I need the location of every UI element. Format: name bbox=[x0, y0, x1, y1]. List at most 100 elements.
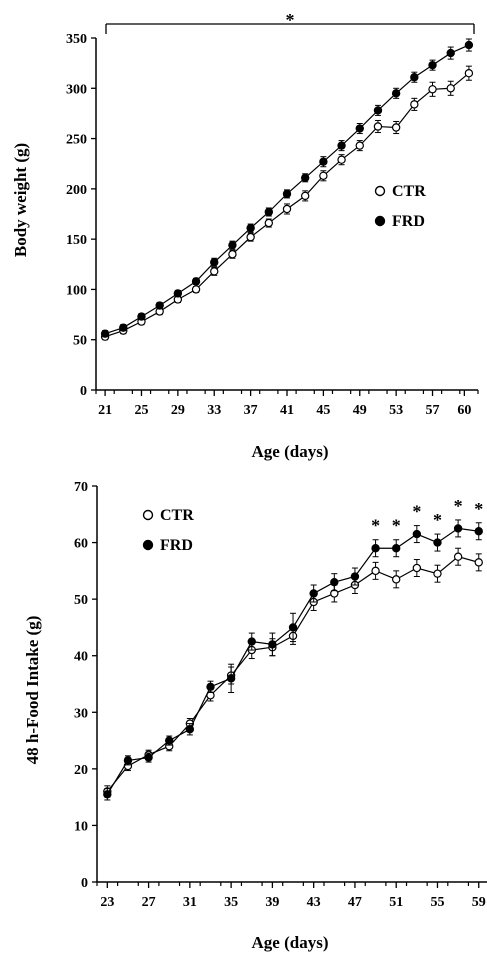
chart1-series-ctr-point bbox=[282, 204, 292, 214]
chart1-series-frd-point bbox=[119, 323, 128, 332]
chart1-y-tick-label: 100 bbox=[66, 283, 87, 298]
chart2-y-tick-label: 30 bbox=[74, 706, 88, 721]
chart2-series-frd-point bbox=[453, 524, 463, 533]
chart2-y-tick-label: 50 bbox=[74, 593, 88, 608]
chart2-x-tick-label: 31 bbox=[183, 895, 197, 910]
chart2-series-ctr-point bbox=[392, 575, 401, 584]
chart1-series-frd-point bbox=[355, 124, 364, 133]
chart1-legend-marker-frd bbox=[374, 215, 386, 227]
chart1-legend-label-frd: FRD bbox=[392, 213, 425, 230]
chart2-series-frd-point bbox=[206, 682, 215, 692]
chart2-series-frd-point bbox=[474, 527, 483, 536]
chart2-series-frd-point bbox=[144, 753, 153, 762]
chart1-y-tick-label: 150 bbox=[66, 233, 87, 248]
chart2-legend-label-frd: FRD bbox=[160, 537, 193, 554]
chart2-x-tick-label: 23 bbox=[100, 895, 114, 910]
chart1-series-ctr-point bbox=[464, 68, 474, 78]
chart2-series-frd-point bbox=[371, 544, 380, 553]
chart2-legend-marker-frd bbox=[142, 539, 154, 551]
chart1-series-frd-point bbox=[191, 277, 201, 286]
chart1-series-ctr-point bbox=[355, 141, 364, 150]
chart2-y-tick-label: 60 bbox=[74, 537, 88, 552]
chart2-series-frd-point bbox=[309, 589, 318, 598]
chart2-x-tick-label: 55 bbox=[430, 895, 444, 910]
chart1-series-frd-point bbox=[300, 173, 310, 182]
chart2-series-frd-point bbox=[247, 637, 256, 646]
chart2-significance-star: * bbox=[371, 516, 380, 536]
chart1-series-frd-point bbox=[155, 301, 164, 310]
chart2-x-tick-label: 39 bbox=[265, 895, 279, 910]
chart1-series-frd-point bbox=[173, 289, 183, 298]
food-intake-chart: 0 10 20 30 40 50 60 70 23 27 31 35 39 43 47 51 55 59 CTR FR… bbox=[23, 480, 487, 952]
chart2-series-ctr-point bbox=[474, 558, 483, 567]
chart1-series-ctr-point bbox=[337, 155, 346, 164]
chart1-x-axis-label: Age (days) bbox=[252, 442, 329, 461]
chart2-significance-star: * bbox=[474, 499, 483, 519]
chart1-series-frd-point bbox=[319, 157, 328, 166]
chart2-y-tick-label: 0 bbox=[81, 876, 88, 891]
chart1-y-tick-label: 200 bbox=[66, 183, 87, 198]
chart2-significance-star: * bbox=[454, 496, 463, 516]
chart1-series-ctr-point bbox=[300, 191, 310, 201]
chart1-x-tick-label: 33 bbox=[207, 403, 221, 418]
chart1-x-tick-label: 49 bbox=[353, 403, 367, 418]
chart2-series-frd-point bbox=[412, 529, 422, 539]
chart1-x-tick-label: 25 bbox=[134, 403, 148, 418]
chart2-x-tick-label: 51 bbox=[389, 895, 403, 910]
chart1-series-ctr-point bbox=[246, 232, 255, 242]
chart1-series-frd-point bbox=[210, 258, 219, 267]
chart1-series-frd-point bbox=[428, 60, 437, 70]
chart1-y-tick-label: 250 bbox=[66, 133, 87, 148]
chart1-series-ctr-point bbox=[373, 122, 383, 131]
chart1-series-ctr-point bbox=[428, 85, 437, 94]
chart1-series-frd-point bbox=[337, 141, 346, 150]
chart2-series-frd-point bbox=[103, 790, 112, 799]
chart1-y-axis-label: Body weight (g) bbox=[11, 143, 30, 257]
chart1-x-tick-label: 21 bbox=[98, 403, 112, 418]
chart1-x-tick-label: 41 bbox=[280, 403, 294, 418]
chart1-y-tick-label: 350 bbox=[66, 32, 87, 47]
chart2-x-tick-label: 47 bbox=[348, 895, 362, 910]
chart2-y-tick-label: 10 bbox=[74, 819, 88, 834]
chart2-series-frd-point bbox=[392, 544, 401, 553]
chart1-series-frd-point bbox=[137, 312, 146, 321]
chart1-series-ctr-point bbox=[410, 100, 419, 109]
chart2-x-axis-label: Age (days) bbox=[252, 933, 329, 952]
chart1-y-tick-label: 300 bbox=[66, 82, 87, 97]
chart2-series-frd-point bbox=[330, 577, 339, 587]
body-weight-chart: 0 50 100 150 200 250 300 350 21 25 29 33 37 41 45 49 53 5… bbox=[11, 10, 479, 461]
chart1-y-tick-label: 50 bbox=[73, 334, 87, 349]
chart2-x-tick-label: 59 bbox=[472, 895, 486, 910]
chart2-series-frd-point bbox=[268, 640, 277, 649]
chart2-series-frd-point bbox=[433, 538, 442, 547]
chart1-series-frd-point bbox=[264, 207, 274, 217]
chart2-legend-marker-ctr bbox=[142, 509, 154, 521]
chart1-legend-label-ctr: CTR bbox=[392, 183, 426, 200]
chart2-x-tick-label: 35 bbox=[224, 895, 238, 910]
chart2-series-frd-point bbox=[350, 572, 360, 581]
chart1-x-tick-label: 37 bbox=[244, 403, 258, 418]
chart1-series-ctr-point bbox=[191, 285, 201, 294]
chart1-series-frd-point bbox=[446, 48, 455, 58]
chart2-significance-star: * bbox=[412, 502, 421, 522]
chart2-y-tick-label: 40 bbox=[74, 650, 88, 665]
chart2-x-tick-label: 43 bbox=[307, 895, 321, 910]
chart1-series-ctr-point bbox=[319, 171, 328, 180]
chart1-series-ctr-point bbox=[391, 123, 401, 132]
chart1-x-tick-label: 45 bbox=[316, 403, 330, 418]
chart1-series-frd-point bbox=[100, 329, 110, 338]
chart2-series-frd-point bbox=[288, 623, 298, 632]
chart2-series-frd-point bbox=[165, 736, 174, 745]
chart1-series-ctr-point bbox=[210, 267, 219, 276]
chart1-series-frd-point bbox=[246, 223, 255, 233]
chart2-series-ctr-point bbox=[412, 563, 422, 573]
chart1-series-frd-point bbox=[282, 189, 292, 199]
chart2-legend-label-ctr: CTR bbox=[160, 507, 194, 524]
chart2-significance-star: * bbox=[433, 510, 442, 530]
chart2-significance-star: * bbox=[392, 516, 401, 536]
chart1-series-frd-point bbox=[410, 73, 419, 82]
chart2-series-frd-line bbox=[106, 527, 479, 795]
chart1-x-tick-label: 60 bbox=[457, 403, 471, 418]
chart1-series-frd-point bbox=[464, 40, 474, 50]
